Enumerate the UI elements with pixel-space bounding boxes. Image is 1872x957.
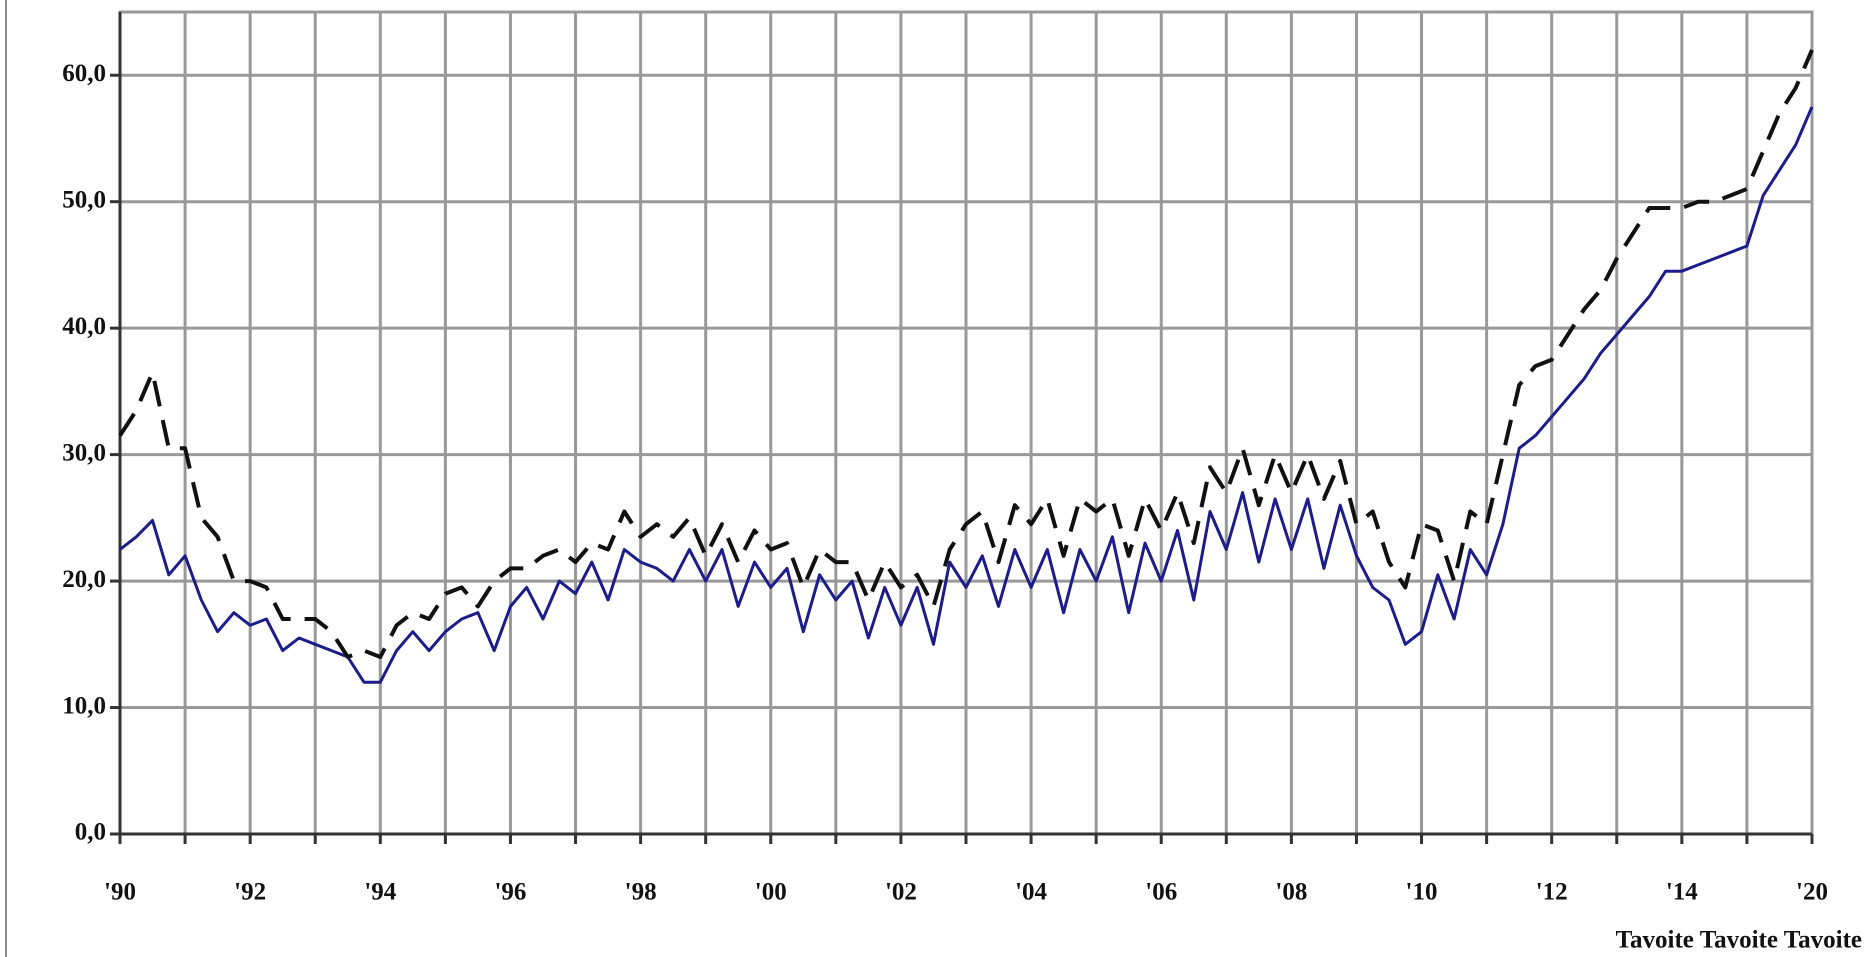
x-tick-label: '00 <box>755 879 787 906</box>
y-tick-label: 40,0 <box>62 313 106 340</box>
y-tick-label: 0,0 <box>75 819 106 846</box>
y-tick-label: 30,0 <box>62 439 106 466</box>
x-tick-label: '14 <box>1666 879 1698 906</box>
x-tick-label: '06 <box>1145 879 1177 906</box>
x-tick-label: '94 <box>364 879 396 906</box>
x-tick-label: '98 <box>625 879 657 906</box>
x-tick-label: '96 <box>494 879 526 906</box>
annotation: Tavoite Tavoite Tavoite <box>1616 927 1862 954</box>
x-tick-label: '04 <box>1015 879 1047 906</box>
y-tick-label: 20,0 <box>62 566 106 593</box>
y-tick-label: 10,0 <box>62 692 106 719</box>
x-tick-label: '02 <box>885 879 917 906</box>
series-line <box>118 49 1814 659</box>
y-tick-label: 50,0 <box>62 186 106 213</box>
series-line <box>119 106 1814 684</box>
y-tick-label: 60,0 <box>62 60 106 87</box>
x-tick-label: '10 <box>1406 879 1438 906</box>
x-tick-label: '12 <box>1536 879 1568 906</box>
x-tick-label: '08 <box>1275 879 1307 906</box>
x-tick-label: '92 <box>234 879 266 906</box>
x-tick-label: '20 <box>1796 879 1828 906</box>
x-tick-label: '90 <box>104 879 136 906</box>
